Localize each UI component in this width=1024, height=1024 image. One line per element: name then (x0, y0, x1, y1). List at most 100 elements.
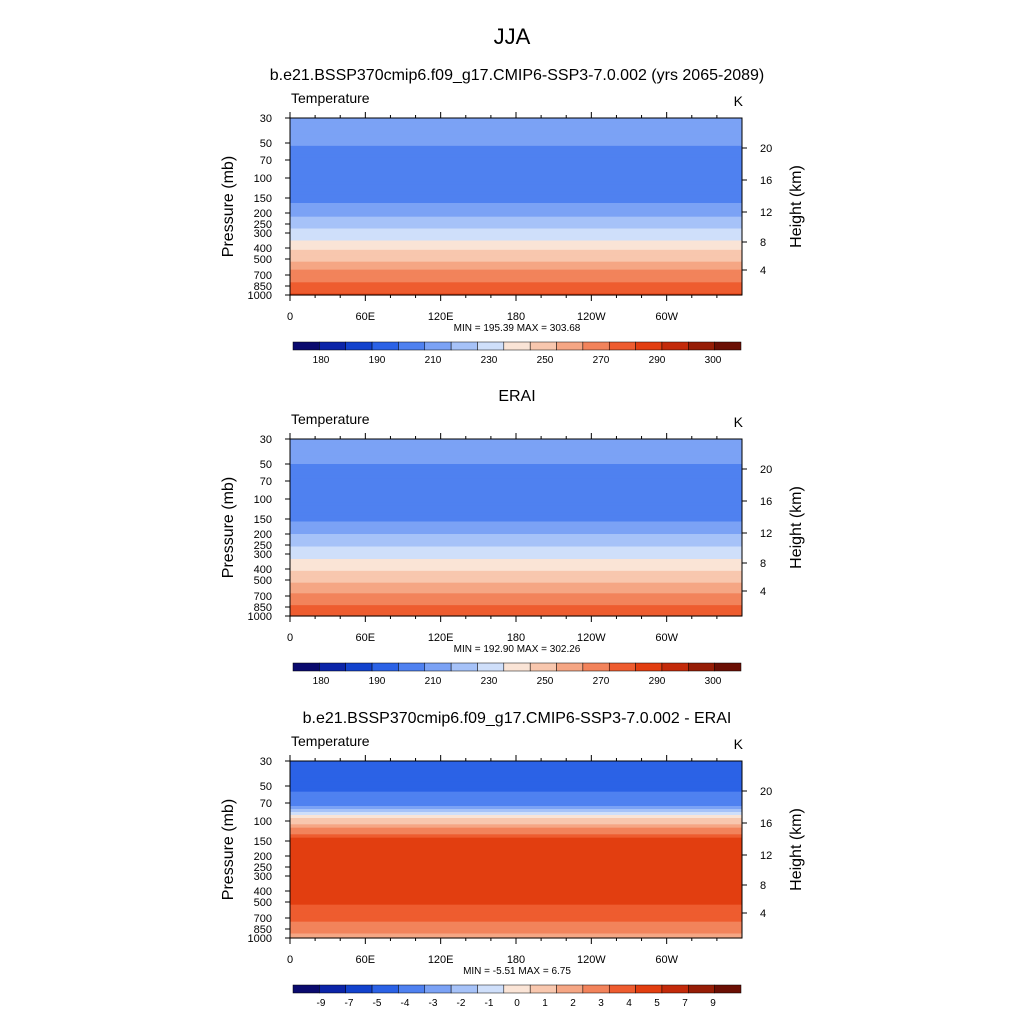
colorbar-swatch (319, 341, 346, 351)
contour-band (290, 243, 742, 247)
y-tick-label: 200 (254, 851, 272, 863)
contour-band (290, 284, 742, 287)
contour-band (290, 278, 742, 282)
y-right-axis-title: Height (km) (788, 808, 805, 891)
contour-band (290, 515, 742, 520)
contour-band (290, 881, 742, 885)
y-right-axis-title: Height (km) (788, 165, 805, 248)
contour-band (290, 459, 742, 465)
contour-band (290, 821, 742, 825)
contour-band (290, 264, 742, 268)
colorbar-swatch (582, 662, 610, 672)
contour-band (290, 191, 742, 196)
y-tick-label: 700 (254, 270, 272, 282)
y-axis-right: 20 16 12 8 4 Height (km) (742, 464, 805, 598)
x-tick-label: 60E (356, 954, 376, 966)
y-tick-label: 100 (254, 173, 272, 185)
colorbar-swatch (450, 662, 478, 672)
x-axis: 0 60E 120E 180 120W 60W (287, 755, 718, 966)
colorbar-swatch (688, 341, 715, 351)
variable-label: Temperature (291, 411, 370, 427)
y-tick-label: 400 (254, 886, 272, 898)
y-right-tick-label: 8 (760, 237, 766, 249)
colorbar-swatch (556, 984, 584, 994)
y-axis-title: Pressure (mb) (220, 799, 237, 900)
colorbar-swatch (661, 662, 689, 672)
contour-band (290, 582, 742, 586)
contour-band (290, 290, 742, 293)
colorbar-swatch (529, 984, 557, 994)
contour-band (290, 564, 742, 568)
contour-band (290, 512, 742, 517)
colorbar-swatch (688, 662, 715, 672)
contour-band (290, 603, 742, 606)
colorbar-label: -3 (429, 998, 438, 1009)
y-right-tick-label: 20 (760, 464, 772, 476)
contour-band (290, 761, 742, 766)
contour-band (290, 791, 742, 796)
contour-band (290, 933, 742, 936)
contour-band (290, 566, 742, 570)
colorbar-label: 1 (542, 998, 548, 1009)
contour-band (290, 524, 742, 528)
x-tick-label: 60E (356, 311, 376, 323)
contour-band (290, 874, 742, 877)
y-tick-label: 700 (254, 591, 272, 603)
y-tick-label: 1000 (248, 611, 272, 623)
contour-band (290, 769, 742, 775)
contour-band (290, 181, 742, 186)
colorbar-label: 290 (649, 355, 666, 366)
colorbar-swatch (424, 984, 452, 994)
contour-band (290, 891, 742, 894)
contour-band (290, 794, 742, 798)
contour-band (290, 145, 742, 150)
contour-field (290, 761, 742, 939)
contour-band (290, 611, 742, 614)
contour-band (290, 925, 742, 928)
colorbar-swatch (292, 984, 320, 994)
variable-label: Temperature (291, 733, 370, 749)
y-right-tick-label: 20 (760, 786, 772, 798)
colorbar-swatch (582, 984, 610, 994)
y-right-tick-label: 20 (760, 143, 772, 155)
contour-band (290, 834, 742, 839)
contour-band (290, 160, 742, 164)
contour-band (290, 475, 742, 479)
contour-band (290, 556, 742, 560)
colorbar-swatch (345, 662, 373, 672)
contour-band (290, 455, 742, 461)
contour-band (290, 601, 742, 604)
colorbar-swatch (635, 341, 663, 351)
panel-title: ERAI (498, 388, 535, 405)
contour-band (290, 800, 742, 804)
x-tick-label: 0 (287, 632, 293, 644)
colorbar-label: 290 (649, 676, 666, 687)
contour-band (290, 233, 742, 237)
contour-band (290, 809, 742, 813)
colorbar-swatch (450, 341, 478, 351)
contour-band (290, 529, 742, 533)
y-tick-label: 150 (254, 836, 272, 848)
contour-band (290, 143, 742, 147)
colorbar: -9 -7 -5 -4 -3 -2 -1 0 1 2 3 4 5 7 9 (292, 984, 742, 1009)
contour-band (290, 214, 742, 218)
colorbar-label: -4 (401, 998, 410, 1009)
colorbar-swatch (398, 984, 426, 994)
contour-band (290, 548, 742, 551)
contour-band (290, 888, 742, 892)
contour-band (290, 851, 742, 855)
contour-band (290, 203, 742, 207)
contour-band (290, 466, 742, 471)
y-tick-label: 500 (254, 254, 272, 266)
contour-band (290, 200, 742, 204)
contour-band (290, 806, 742, 810)
contour-band (290, 797, 742, 801)
y-tick-label: 500 (254, 897, 272, 909)
contour-band (290, 251, 742, 255)
contour-band (290, 786, 742, 790)
contour-field (290, 439, 742, 617)
contour-band (290, 915, 742, 919)
contour-band (290, 918, 742, 921)
colorbar-swatch (608, 984, 636, 994)
contour-band (290, 572, 742, 576)
